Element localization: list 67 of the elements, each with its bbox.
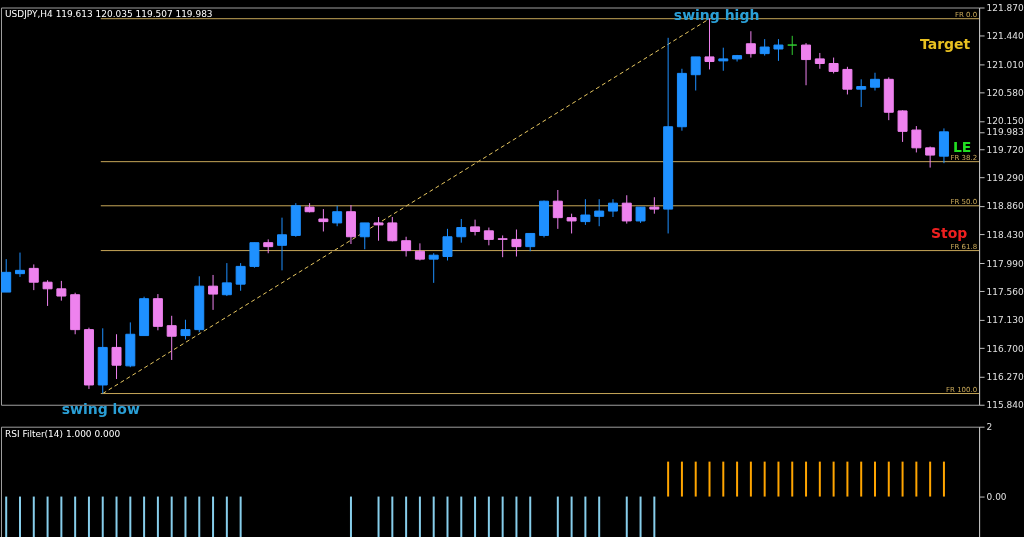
- candlestick: [718, 47, 729, 72]
- y-tick-label: 120.580: [986, 87, 1024, 98]
- y-tick-label: 119.720: [986, 144, 1024, 155]
- candlestick: [566, 213, 577, 234]
- candlestick: [249, 242, 260, 269]
- y-tick-label: 116.270: [986, 371, 1024, 382]
- candlestick: [166, 315, 177, 361]
- y-tick-label: 118.860: [986, 201, 1024, 212]
- candlestick: [428, 252, 439, 284]
- y-tick-label: 115.840: [986, 400, 1024, 411]
- candlestick: [442, 228, 453, 261]
- candlestick: [801, 42, 812, 86]
- candlestick: [511, 229, 522, 258]
- candlestick: [277, 217, 287, 271]
- candlestick: [552, 189, 563, 230]
- annotation: Stop: [930, 225, 968, 242]
- y-tick-label: 120.150: [986, 116, 1024, 127]
- candlestick: [387, 216, 398, 242]
- candlestick: [470, 219, 481, 236]
- candlestick: [318, 208, 329, 232]
- annotation: swing low: [61, 400, 140, 417]
- candlestick: [401, 236, 412, 258]
- candlestick: [235, 262, 246, 292]
- annotation: Target: [920, 36, 971, 53]
- y-tick-label: 121.870: [986, 3, 1024, 14]
- y-tick-label: 117.130: [986, 315, 1024, 326]
- candlestick: [208, 274, 219, 311]
- candlestick: [56, 280, 67, 302]
- y-tick-label: 119.290: [986, 172, 1024, 183]
- candlestick: [580, 198, 591, 226]
- candlestick: [497, 234, 508, 258]
- candlestick: [787, 35, 798, 56]
- candlestick: [911, 125, 922, 153]
- y-tick-label: 2: [986, 422, 993, 433]
- candlestick: [332, 205, 343, 227]
- y-tick-label: 117.560: [986, 286, 1024, 297]
- y-tick-label: 0.00: [986, 492, 1007, 503]
- candlestick: [373, 216, 384, 242]
- candlestick: [773, 38, 784, 62]
- candlestick: [745, 30, 756, 59]
- chart-title: USDJPY,H4 119.613 120.035 119.507 119.983: [4, 9, 213, 20]
- y-tick-label: 119.983: [986, 127, 1024, 138]
- y-tick-label: 117.990: [986, 258, 1024, 269]
- candlestick: [15, 252, 25, 278]
- candlestick: [621, 194, 632, 225]
- candlestick: [842, 66, 853, 95]
- candlestick: [1, 258, 12, 293]
- candlestick: [221, 262, 232, 297]
- candlestick: [897, 109, 908, 143]
- candlestick: [28, 263, 39, 291]
- candlestick: [180, 319, 191, 341]
- candlestick: [607, 198, 618, 218]
- y-tick-label: 116.700: [986, 343, 1024, 354]
- candlestick: [856, 78, 867, 108]
- y-tick-label: 121.010: [986, 59, 1024, 70]
- y-tick-label: 118.430: [986, 229, 1024, 240]
- candlestick: [42, 279, 53, 307]
- candlestick: [456, 218, 467, 244]
- y-tick-label: 121.440: [986, 31, 1024, 42]
- candlestick: [594, 198, 605, 227]
- text: LE: [952, 139, 972, 156]
- candlestick: [111, 333, 122, 380]
- candlestick: [870, 72, 880, 92]
- candlestick: [414, 242, 425, 261]
- candlestick: [359, 222, 370, 250]
- chart-title: RSI Filter(14) 1.000 0.000: [4, 428, 121, 439]
- candlestick: [690, 56, 701, 92]
